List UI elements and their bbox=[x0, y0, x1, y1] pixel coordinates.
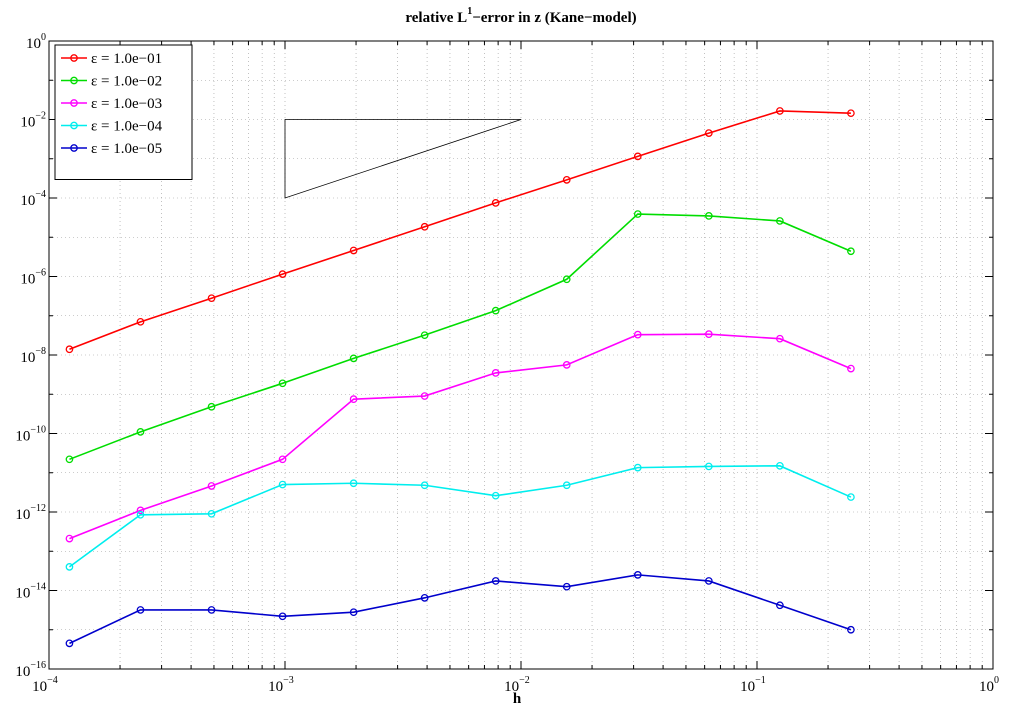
series-line bbox=[69, 214, 850, 459]
legend-label: ε = 1.0e−03 bbox=[91, 96, 162, 112]
legend-label: ε = 1.0e−02 bbox=[91, 74, 162, 90]
x-tick-label: 100 bbox=[979, 675, 999, 695]
x-axis-label: h bbox=[513, 691, 522, 707]
y-tick-label: 10−2 bbox=[20, 111, 46, 131]
x-tick-label: 10−4 bbox=[32, 675, 58, 695]
y-tick-label: 10−16 bbox=[15, 660, 46, 680]
x-tick-label: 10−1 bbox=[740, 675, 766, 695]
y-tick-label: 100 bbox=[26, 32, 46, 52]
legend-label: ε = 1.0e−01 bbox=[91, 51, 162, 67]
series-5 bbox=[66, 572, 854, 647]
chart-title: relative L1−error in z (Kane−model) bbox=[405, 6, 636, 26]
y-tick-label: 10−4 bbox=[20, 189, 46, 209]
series-3 bbox=[66, 331, 854, 542]
y-tick-label: 10−12 bbox=[15, 503, 46, 523]
series-line bbox=[69, 575, 850, 643]
y-tick-label: 10−10 bbox=[15, 425, 46, 445]
series-4 bbox=[66, 463, 854, 570]
series-group bbox=[66, 108, 854, 647]
legend: ε = 1.0e−01 ε = 1.0e−02 ε = 1.0e−03 ε = 1.0… bbox=[55, 45, 192, 180]
legend-label: ε = 1.0e−04 bbox=[91, 119, 163, 135]
series-line bbox=[69, 466, 850, 567]
series-line bbox=[69, 334, 850, 538]
y-tick-label: 10−14 bbox=[15, 582, 46, 602]
x-tick-label: 10−3 bbox=[268, 675, 294, 695]
y-tick-label: 10−8 bbox=[20, 346, 46, 366]
title-rest: −error in z (Kane−model) bbox=[472, 10, 636, 26]
legend-label: ε = 1.0e−05 bbox=[91, 141, 162, 157]
y-tick-label: 10−6 bbox=[20, 268, 46, 288]
